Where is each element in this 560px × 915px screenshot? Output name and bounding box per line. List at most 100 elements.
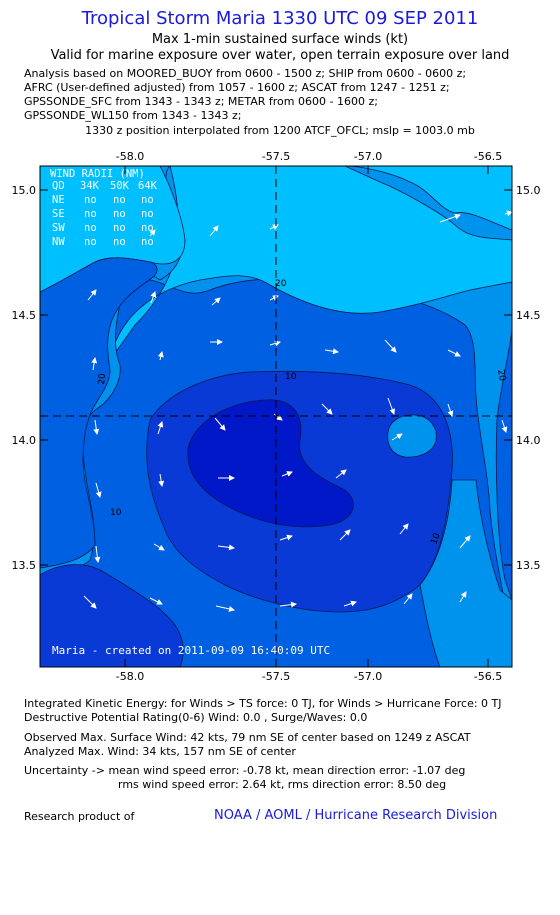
wind-arrow <box>209 225 219 237</box>
wind-arrow <box>335 469 347 479</box>
wind-arrow <box>439 213 461 223</box>
wind-analysis-map: -58.0 -57.5 -57.0 -56.5 -58.0 -57.5 -57.… <box>12 150 541 680</box>
wind-arrow <box>269 295 279 301</box>
wind-arrow <box>459 535 471 549</box>
y-tick-labels-left: 15.0 14.5 14.0 13.5 <box>12 184 37 572</box>
wind-arrow <box>94 545 101 563</box>
contour-labels: 20 20 20 10 10 10 <box>97 279 507 546</box>
y-tick-label: 15.0 <box>12 184 37 197</box>
wind-arrow <box>269 340 281 347</box>
wind-arrow <box>158 473 165 487</box>
wind-arrow <box>149 597 163 605</box>
wind-arrow <box>83 595 97 609</box>
wind-arrow <box>157 421 164 435</box>
region-small-high <box>387 414 437 458</box>
wind-radii-header: 50K <box>110 180 130 192</box>
wind-radii-quadrant: NW <box>52 236 65 248</box>
dpr-line: Destructive Potential Rating(0-6) Wind: … <box>24 711 368 724</box>
wind-arrow <box>279 601 297 608</box>
wind-arrow <box>387 397 396 415</box>
wind-arrow <box>447 403 454 417</box>
wind-radii-header: 34K <box>80 180 100 192</box>
research-label: Research product of <box>24 810 135 823</box>
center-crosshair <box>40 166 512 667</box>
wind-arrow <box>91 357 98 371</box>
wind-arrow <box>447 349 461 357</box>
wind-arrow <box>321 403 333 415</box>
wind-arrow <box>279 534 293 541</box>
wind-arrow <box>153 543 165 551</box>
observed-max-line: Observed Max. Surface Wind: 42 kts, 79 n… <box>24 731 471 744</box>
uncertainty-line-2: rms wind speed error: 2.64 kt, rms direc… <box>118 778 447 791</box>
contour-label: 10 <box>110 508 122 518</box>
wind-arrow <box>93 419 100 435</box>
x-tick-labels-top: -58.0 -57.5 -57.0 -56.5 <box>116 150 502 163</box>
wind-radii-value: no <box>141 222 154 234</box>
region-lowest-core <box>187 399 354 528</box>
y-tick-label: 14.0 <box>12 434 37 447</box>
wind-arrow <box>95 482 102 498</box>
wind-radii-value: no <box>84 194 97 206</box>
x-tick-label: -58.0 <box>116 670 144 680</box>
y-tick-label: 14.0 <box>516 434 541 447</box>
analysis-line: GPSSONDE_WL150 from 1343 - 1343 z; <box>24 109 242 122</box>
wind-radii-quadrant: SE <box>52 208 65 220</box>
research-org-link[interactable]: NOAA / AOML / Hurricane Research Divisio… <box>214 808 498 823</box>
wind-radii-value: no <box>113 208 126 220</box>
wind-radii-title: WIND RADII (NM) <box>50 168 145 180</box>
wind-arrow <box>87 289 97 301</box>
wind-arrow <box>149 229 156 237</box>
wind-arrow <box>211 297 221 306</box>
wind-radii-value: no <box>84 208 97 220</box>
wind-radii-header: 64K <box>138 180 158 192</box>
wind-arrow <box>459 591 467 603</box>
wind-radii-table: WIND RADII (NM) QD 34K 50K 64K NE no no … <box>50 168 158 248</box>
analysis-line: GPSSONDE_SFC from 1343 - 1343 z; METAR f… <box>24 95 378 108</box>
wind-arrow <box>384 339 397 353</box>
wind-arrow <box>269 224 279 230</box>
contour-label: 20 <box>97 373 108 386</box>
created-stamp: Maria - created on 2011-09-09 16:40:09 U… <box>52 644 330 657</box>
y-tick-label: 13.5 <box>12 559 37 572</box>
axis-ticks <box>40 166 512 667</box>
x-tick-label: -57.5 <box>262 670 290 680</box>
wind-arrow <box>157 351 164 361</box>
x-tick-label: -56.5 <box>474 670 502 680</box>
wind-radii-value: no <box>84 236 97 248</box>
wind-arrow <box>504 210 513 217</box>
wind-arrow <box>399 523 409 535</box>
wind-radii-value: no <box>113 194 126 206</box>
wind-arrow <box>501 419 508 433</box>
wind-radii-header: QD <box>52 180 65 192</box>
contour-label: 10 <box>429 532 442 546</box>
wind-arrow <box>217 544 235 551</box>
wind-radii-quadrant: NE <box>52 194 65 206</box>
x-tick-labels-bottom: -58.0 -57.5 -57.0 -56.5 <box>116 670 502 680</box>
contour-label: 20 <box>275 279 287 289</box>
wind-radii-value: no <box>141 208 154 220</box>
y-tick-label: 15.0 <box>516 184 541 197</box>
chart-title: Tropical Storm Maria 1330 UTC 09 SEP 201… <box>81 8 479 29</box>
interpolation-note: 1330 z position interpolated from 1200 A… <box>85 124 475 137</box>
wind-radii-value: no <box>84 222 97 234</box>
wind-radii-value: no <box>113 236 126 248</box>
wind-arrow <box>343 600 357 607</box>
y-tick-label: 14.5 <box>12 309 37 322</box>
analysis-line: Analysis based on MOORED_BUOY from 0600 … <box>24 67 467 80</box>
wind-radii-value: no <box>141 236 154 248</box>
analysis-sources: Analysis based on MOORED_BUOY from 0600 … <box>24 67 466 123</box>
subtitle-exposure: Valid for marine exposure over water, op… <box>50 48 510 63</box>
y-tick-labels-right: 15.0 14.5 14.0 13.5 <box>516 184 541 572</box>
wind-radii-value: no <box>113 222 126 234</box>
subtitle-units: Max 1-min sustained surface winds (kt) <box>151 32 409 47</box>
analysis-line: AFRC (User-defined adjusted) from 1057 -… <box>24 81 450 94</box>
analyzed-max-line: Analyzed Max. Wind: 34 kts, 157 nm SE of… <box>24 745 296 758</box>
uncertainty-line-1: Uncertainty -> mean wind speed error: -0… <box>24 764 466 777</box>
x-tick-label: -58.0 <box>116 150 144 163</box>
x-tick-label: -57.5 <box>262 150 290 163</box>
region-lowerright-light <box>419 479 512 667</box>
y-tick-label: 13.5 <box>516 559 541 572</box>
wind-radii-quadrant: SW <box>52 222 65 234</box>
wind-arrow <box>339 529 351 541</box>
x-tick-label: -56.5 <box>474 150 502 163</box>
